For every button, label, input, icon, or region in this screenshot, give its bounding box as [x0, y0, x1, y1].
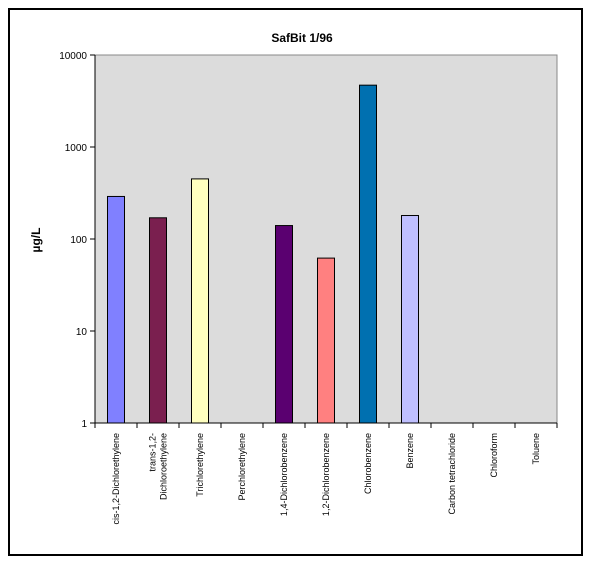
- x-category-label-line: Benzene: [405, 433, 415, 469]
- x-category-label: cis-1,2-Dichlorethylene: [111, 433, 121, 525]
- x-category-label-line: Dichloroethylene: [159, 433, 169, 500]
- x-axis: cis-1,2-Dichlorethylene trans-1,2- Dichlor…: [94, 422, 558, 525]
- x-category-label: Benzene: [405, 433, 415, 469]
- y-tick-label: 10: [76, 327, 88, 338]
- x-category-label: Toluene: [531, 433, 541, 465]
- x-category-label: Perchlorethylene: [237, 433, 247, 501]
- y-tick-label: 1000: [65, 143, 88, 154]
- bar: [191, 178, 209, 424]
- x-category-label-line: trans-1,2-: [148, 433, 158, 472]
- y-tick-label: 1: [81, 419, 87, 430]
- chart-title: SafBit 1/96: [271, 31, 333, 45]
- bar: [275, 225, 293, 424]
- bar: [149, 217, 167, 424]
- x-category-label: Chlorobenzene: [363, 433, 373, 494]
- y-tick-label: 10000: [59, 51, 87, 62]
- x-category-label-line: 1,2-Dichlorobenzene: [321, 433, 331, 516]
- x-category-label: 1,4-Dichlorobenzene: [279, 433, 289, 516]
- x-category-label: trans-1,2- Dichloroethylene: [148, 433, 169, 500]
- x-category-label-line: Carbon tetrachloride: [447, 433, 457, 515]
- x-category-label-line: Trichlorethylene: [195, 433, 205, 497]
- bar: [317, 257, 335, 424]
- x-category-label: Trichlorethylene: [195, 433, 205, 497]
- x-category-label-line: Chloroform: [489, 433, 499, 478]
- y-axis-label: µg/L: [29, 228, 43, 253]
- y-axis: 1 10 100 1000 10000: [59, 51, 96, 430]
- x-category-label-line: cis-1,2-Dichlorethylene: [111, 433, 121, 525]
- x-category-label-line: Toluene: [531, 433, 541, 465]
- x-category-label-line: Chlorobenzene: [363, 433, 373, 494]
- bar: [401, 215, 419, 424]
- x-category-label-line: Perchlorethylene: [237, 433, 247, 501]
- bars: [107, 84, 419, 424]
- bar: [107, 195, 125, 424]
- x-category-label: 1,2-Dichlorobenzene: [321, 433, 331, 516]
- x-category-label-line: 1,4-Dichlorobenzene: [279, 433, 289, 516]
- bar: [359, 84, 377, 424]
- x-category-label: Carbon tetrachloride: [447, 433, 457, 515]
- x-category-label: Chloroform: [489, 433, 499, 478]
- y-tick-label: 100: [70, 235, 87, 246]
